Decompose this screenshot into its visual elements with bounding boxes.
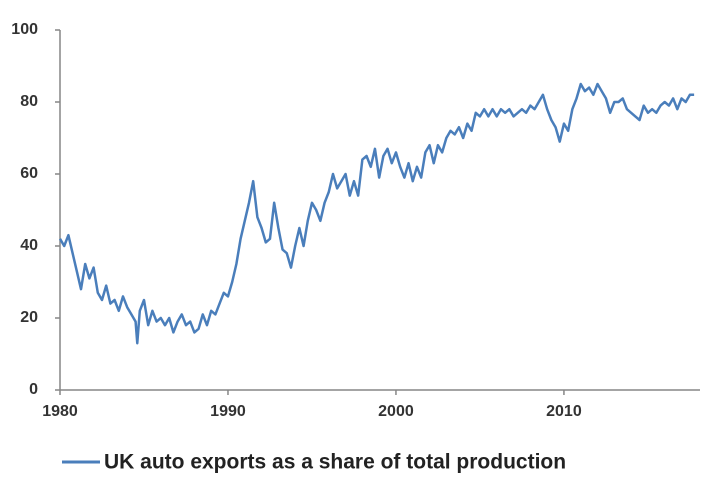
data-line	[58, 82, 695, 345]
y-tick-label: 40	[20, 237, 38, 254]
y-tick-label: 100	[11, 21, 38, 38]
legend-label: UK auto exports as a share of total prod…	[104, 451, 566, 474]
y-tick-label: 60	[20, 165, 38, 182]
x-tick-label: 2000	[378, 403, 414, 420]
x-tick-label: 1980	[42, 403, 78, 420]
y-tick-label: 0	[29, 381, 38, 398]
x-tick-label: 2010	[546, 403, 582, 420]
y-tick-label: 80	[20, 93, 38, 110]
y-tick-label: 20	[20, 309, 38, 326]
x-tick-label: 1990	[210, 403, 246, 420]
